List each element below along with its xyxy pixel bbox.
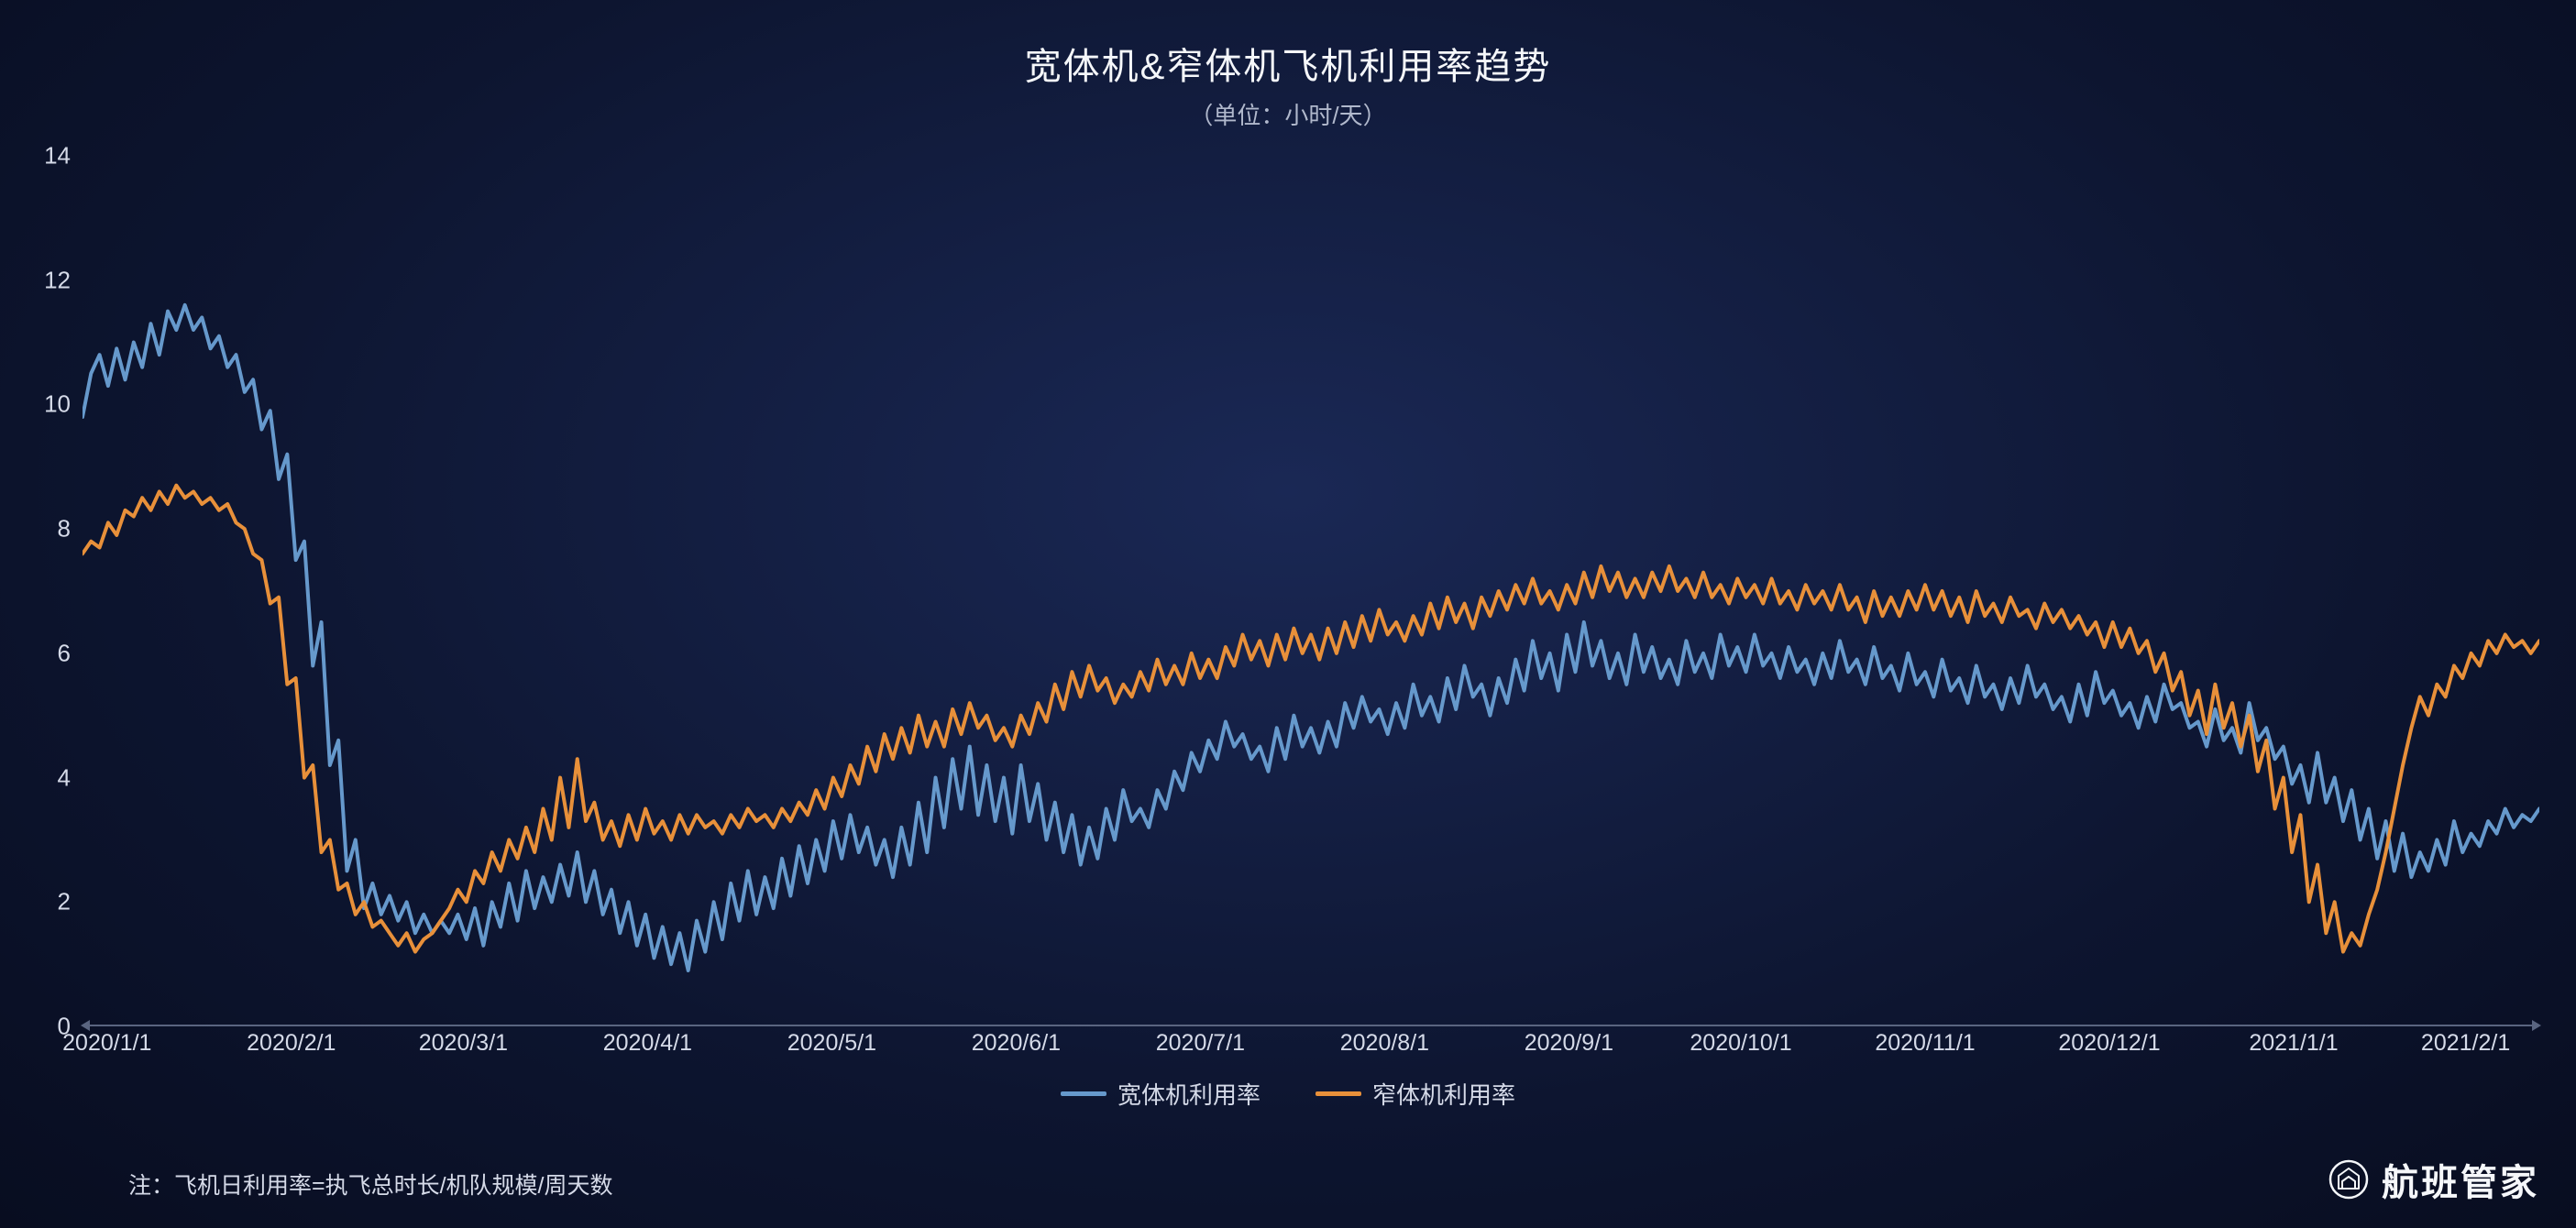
brand-icon [2328, 1159, 2369, 1200]
y-tick-label: 4 [58, 763, 71, 792]
x-tick-label: 2020/3/1 [419, 1030, 508, 1057]
y-tick-label: 12 [44, 266, 71, 294]
line-chart-svg [83, 156, 2539, 1026]
x-tick-label: 2020/6/1 [972, 1030, 1061, 1057]
x-tick-label: 2020/4/1 [603, 1030, 692, 1057]
y-tick-label: 6 [58, 639, 71, 667]
legend-label: 宽体机利用率 [1117, 1077, 1260, 1111]
chart-subtitle: （单位：小时/天） [28, 97, 2548, 131]
brand-logo: 航班管家 [2328, 1153, 2539, 1206]
x-tick-label: 2021/1/1 [2249, 1030, 2338, 1057]
legend-item: 宽体机利用率 [1061, 1077, 1260, 1111]
series-line [83, 486, 2539, 952]
brand-text: 航班管家 [2382, 1153, 2539, 1206]
x-tick-label: 2020/12/1 [2058, 1030, 2160, 1057]
legend-item: 窄体机利用率 [1316, 1077, 1515, 1111]
legend-label: 窄体机利用率 [1372, 1077, 1515, 1111]
y-tick-label: 8 [58, 515, 71, 543]
y-tick-label: 2 [58, 888, 71, 916]
chart-container: 宽体机&窄体机飞机利用率趋势 （单位：小时/天） 02468101214 202… [28, 37, 2548, 1155]
x-axis-line [83, 1025, 2539, 1026]
x-tick-label: 2020/9/1 [1525, 1030, 1613, 1057]
x-tick-label: 2021/2/1 [2421, 1030, 2510, 1057]
y-axis: 02468101214 [28, 156, 78, 1026]
chart-title: 宽体机&窄体机飞机利用率趋势 [28, 37, 2548, 90]
x-tick-label: 2020/2/1 [247, 1030, 336, 1057]
legend-swatch [1316, 1091, 1361, 1096]
x-tick-label: 2020/8/1 [1340, 1030, 1429, 1057]
y-tick-label: 10 [44, 390, 71, 419]
x-tick-label: 2020/10/1 [1690, 1030, 1791, 1057]
legend-swatch [1061, 1091, 1106, 1096]
x-tick-label: 2020/5/1 [787, 1030, 876, 1057]
chart-footnote: 注：飞机日利用率=执飞总时长/机队规模/周天数 [128, 1168, 613, 1201]
y-tick-label: 14 [44, 142, 71, 170]
plot-area [83, 156, 2539, 1026]
x-tick-label: 2020/1/1 [62, 1030, 151, 1057]
x-tick-label: 2020/11/1 [1875, 1030, 1975, 1057]
x-tick-label: 2020/7/1 [1156, 1030, 1245, 1057]
x-axis: 2020/1/12020/2/12020/3/12020/4/12020/5/1… [83, 1030, 2539, 1063]
legend: 宽体机利用率 窄体机利用率 [28, 1077, 2548, 1111]
